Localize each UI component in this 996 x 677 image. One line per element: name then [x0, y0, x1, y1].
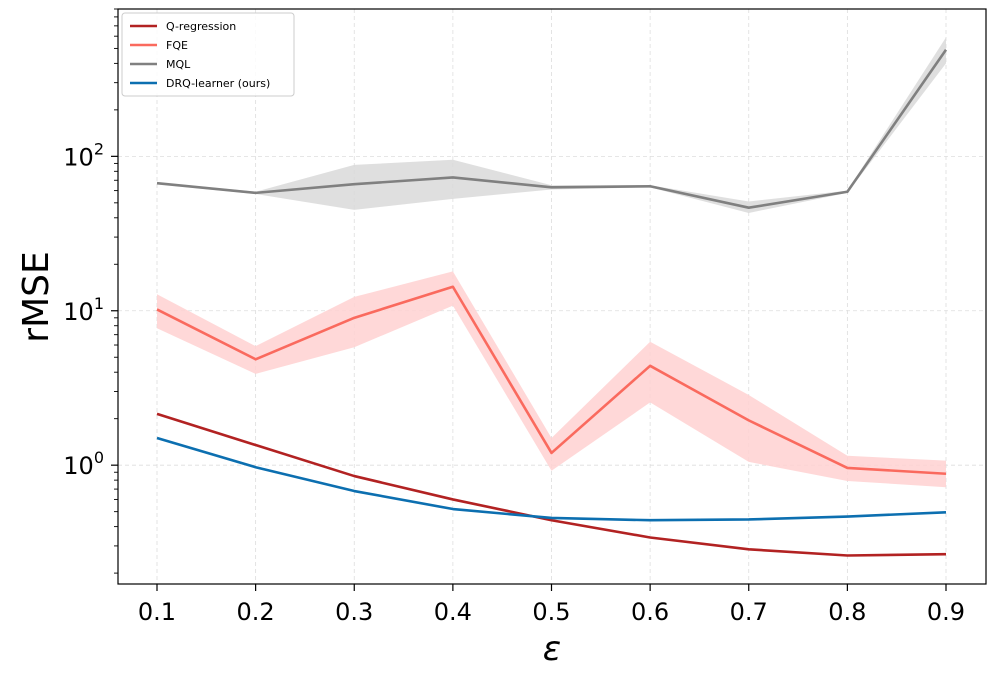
band-mql — [157, 37, 946, 213]
x-tick-label: 0.8 — [828, 598, 866, 626]
legend-label-drq-learner: DRQ-learner (ours) — [166, 77, 270, 90]
x-tick-label: 0.6 — [631, 598, 669, 626]
y-tick-label: 100 — [63, 448, 104, 480]
legend-label-mql: MQL — [166, 58, 191, 71]
x-tick-label: 0.3 — [335, 598, 373, 626]
x-tick-label: 0.5 — [532, 598, 570, 626]
legend: Q-regression FQE MQL DRQ-learner (ours) — [121, 12, 295, 97]
x-tick-label: 0.9 — [927, 598, 965, 626]
legend-label-fqe: FQE — [166, 39, 188, 52]
x-tick-label: 0.4 — [434, 598, 472, 626]
x-tick-label: 0.1 — [138, 598, 176, 626]
x-tick-label: 0.2 — [237, 598, 275, 626]
band-fqe — [157, 271, 946, 488]
series-line-drq-learner-ours — [156, 436, 947, 522]
series-line-fqe — [156, 285, 947, 476]
y-tick-label: 101 — [63, 294, 104, 326]
series-line-mql — [156, 49, 948, 209]
series-line-q-regression — [156, 412, 947, 557]
confidence-bands — [157, 37, 946, 488]
axis-ticks: 0.1 0.2 0.3 0.4 0.5 0.6 0.7 0.8 0.9 100 101 102 — [63, 8, 965, 626]
x-tick-label: 0.7 — [730, 598, 768, 626]
x-axis-label: ε — [543, 629, 561, 669]
y-tick-label: 102 — [63, 139, 104, 171]
y-axis-label: rMSE — [16, 251, 57, 342]
legend-label-q-regression: Q-regression — [166, 20, 236, 33]
series-lines — [156, 49, 948, 557]
legend-frame — [121, 12, 295, 97]
